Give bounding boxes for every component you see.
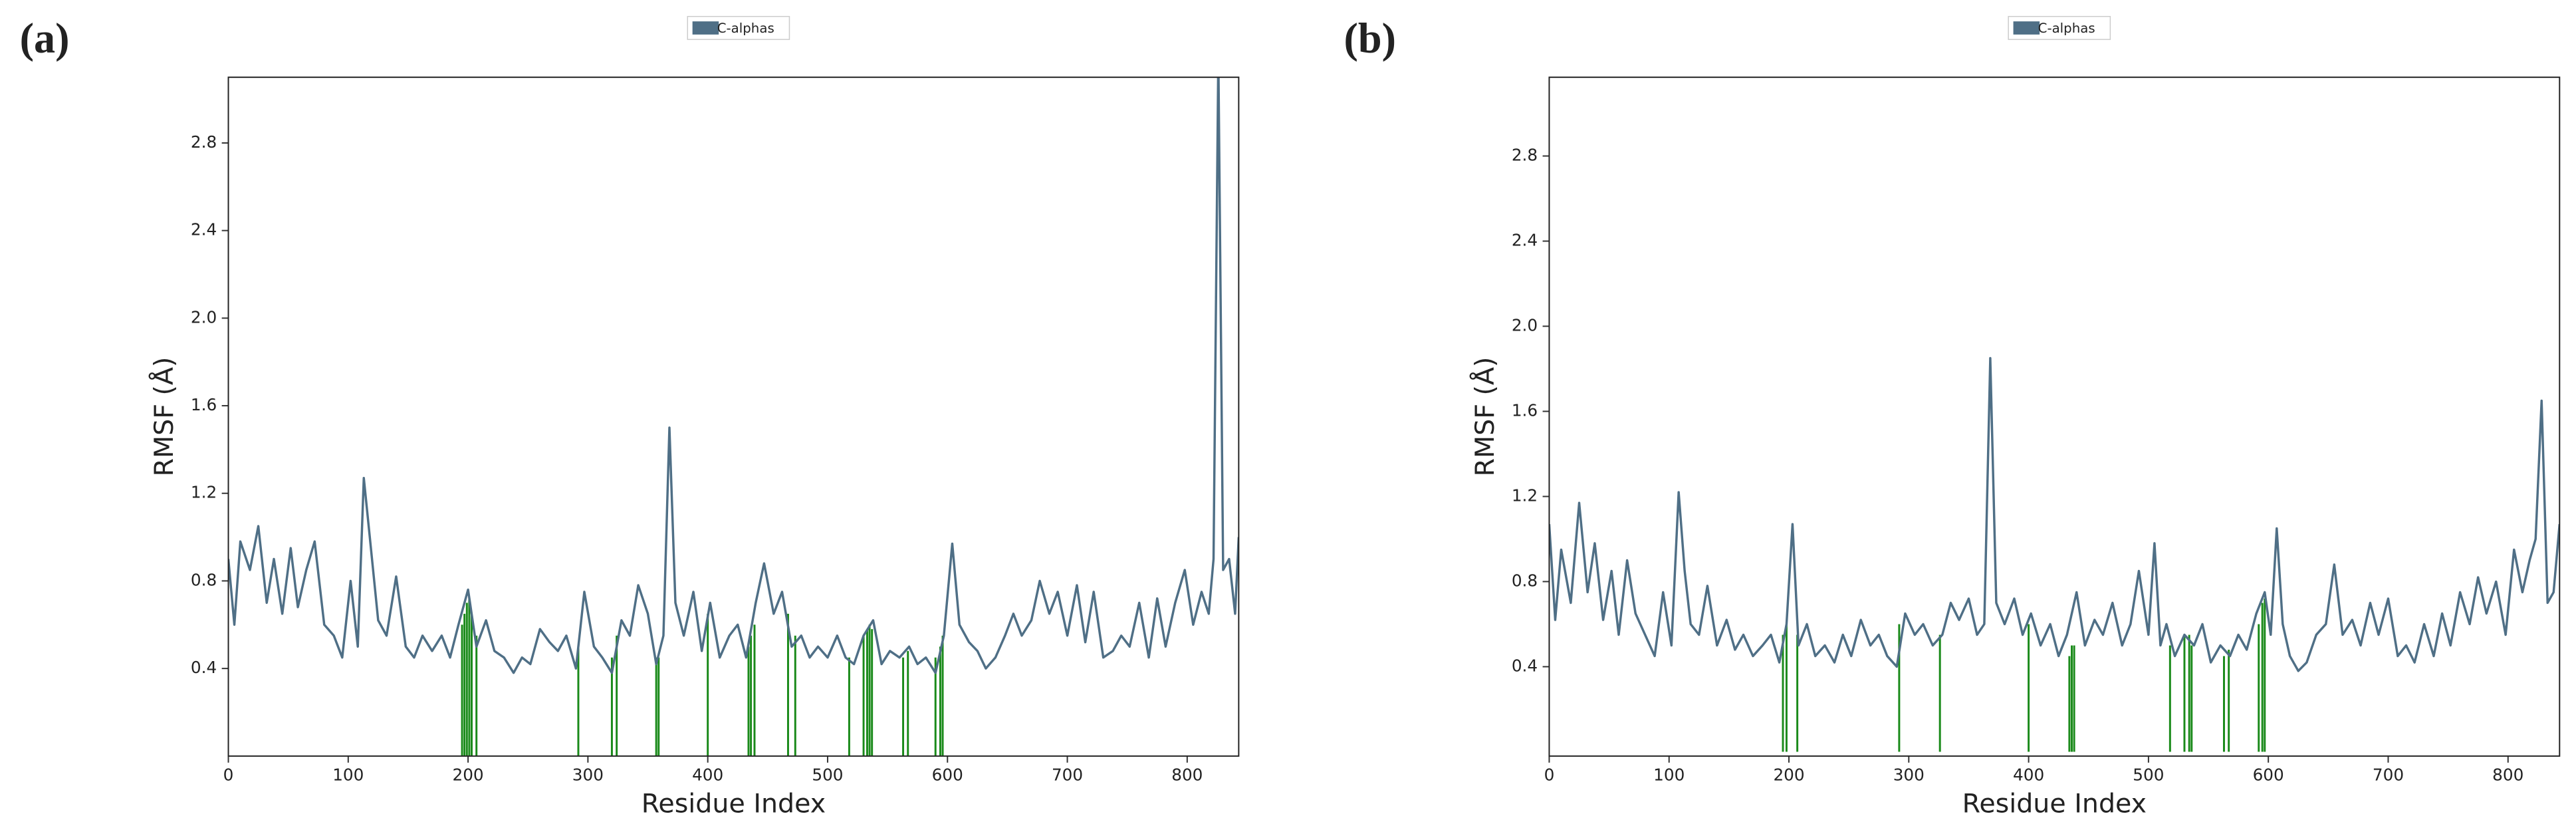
x-tick-label: 400	[692, 765, 723, 784]
panel-label: (b)	[1344, 15, 1397, 62]
x-tick-label: 300	[1893, 765, 1925, 784]
y-tick-label: 0.4	[191, 658, 217, 677]
x-tick-label: 800	[1171, 765, 1203, 784]
x-tick-label: 100	[1653, 765, 1685, 784]
y-tick-label: 2.0	[1512, 316, 1538, 335]
x-tick-label: 700	[2373, 765, 2404, 784]
y-tick-label: 2.4	[1512, 231, 1538, 250]
x-tick-label: 800	[2492, 765, 2523, 784]
x-tick-label: 300	[572, 765, 604, 784]
y-axis-label: RMSF (Å)	[1469, 357, 1500, 477]
y-tick-label: 1.6	[1512, 401, 1538, 420]
x-tick-label: 0	[223, 765, 234, 784]
series-line	[1549, 356, 2560, 672]
y-tick-label: 1.6	[191, 395, 217, 414]
x-tick-label: 500	[812, 765, 843, 784]
x-axis-label: Residue Index	[642, 788, 826, 819]
y-tick-label: 1.2	[1512, 486, 1538, 505]
panel: (b) C-alphas 0 100 200 300 400 500 600 700 800 0.4 0…	[1344, 15, 2561, 819]
y-tick-label: 0.8	[1512, 571, 1538, 590]
x-tick-label: 600	[932, 765, 963, 784]
y-tick-label: 2.8	[1512, 146, 1538, 165]
x-tick-label: 200	[1773, 765, 1804, 784]
panel: (a) C-alphas 0 100 200 300 400 500 600 700 800 0.4 0…	[20, 15, 1240, 819]
x-tick-label: 700	[1052, 765, 1083, 784]
x-axis-label: Residue Index	[1962, 788, 2147, 819]
x-tick-label: 200	[453, 765, 484, 784]
panel-label: (a)	[20, 15, 70, 62]
y-tick-label: 2.4	[191, 220, 217, 239]
y-tick-label: 1.2	[191, 483, 217, 502]
plot-frame	[227, 76, 1240, 757]
series-line	[228, 77, 1239, 674]
y-tick-label: 0.8	[191, 570, 217, 589]
plot-frame	[1548, 76, 2561, 757]
y-tick-label: 0.4	[1512, 656, 1538, 675]
x-tick-label: 0	[1544, 765, 1555, 784]
legend-label: C-alphas	[717, 21, 774, 36]
x-tick-label: 400	[2013, 765, 2044, 784]
legend-swatch	[2013, 21, 2040, 35]
y-axis-label: RMSF (Å)	[148, 357, 179, 477]
legend-label: C-alphas	[2038, 21, 2095, 36]
y-tick-label: 2.8	[191, 132, 217, 152]
legend-swatch	[692, 21, 719, 35]
x-tick-label: 100	[332, 765, 364, 784]
y-tick-label: 2.0	[191, 307, 217, 327]
x-tick-label: 500	[2133, 765, 2164, 784]
x-tick-label: 600	[2253, 765, 2284, 784]
